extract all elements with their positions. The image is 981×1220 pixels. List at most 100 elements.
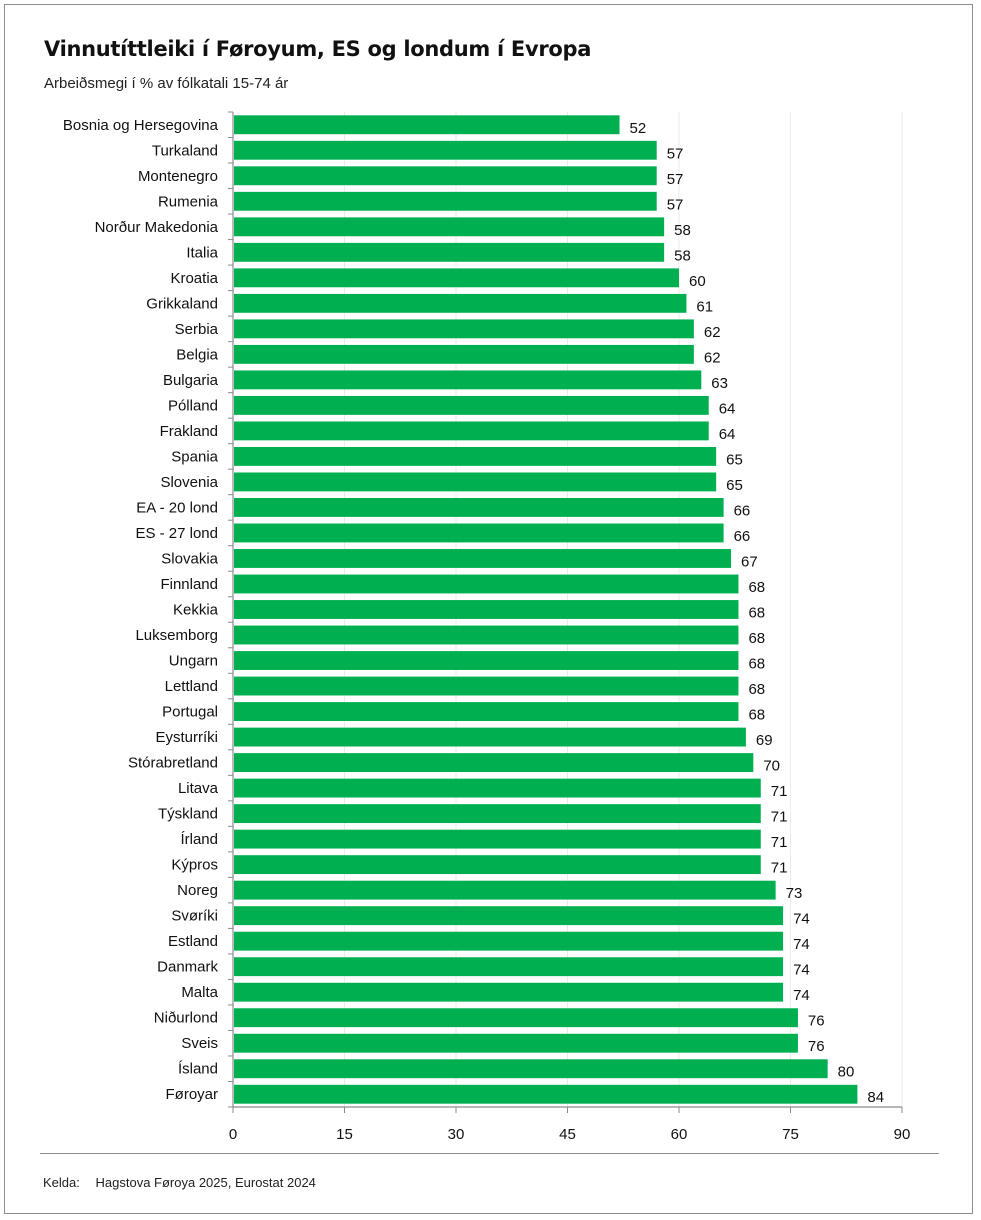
- bar: [234, 600, 739, 619]
- category-label: ES - 27 lond: [135, 525, 218, 542]
- data-label: 70: [763, 758, 780, 775]
- category-label: Kýpros: [171, 857, 218, 874]
- bar: [234, 523, 724, 543]
- data-label: 57: [667, 196, 684, 213]
- bar: [234, 242, 665, 262]
- bar: [234, 982, 784, 1002]
- category-label: Danmark: [157, 959, 218, 976]
- x-tick-label: 90: [894, 1126, 911, 1143]
- data-label: 74: [793, 962, 810, 979]
- bar: [234, 293, 687, 313]
- category-label: Estland: [168, 933, 218, 950]
- data-label: 71: [771, 809, 788, 826]
- bar: [234, 115, 620, 135]
- data-label: 68: [748, 605, 765, 622]
- data-label: 61: [696, 298, 713, 315]
- data-label: 63: [711, 375, 728, 392]
- category-label: Ungarn: [169, 653, 218, 670]
- data-label: 68: [748, 707, 765, 724]
- category-label: Slovakia: [161, 550, 218, 567]
- category-label: Luksemborg: [135, 627, 218, 644]
- bar: [234, 421, 709, 441]
- category-label: Frakland: [160, 423, 218, 440]
- category-label: Kroatia: [170, 270, 218, 287]
- category-label: Portugal: [162, 704, 218, 721]
- category-label: Svøríki: [171, 908, 218, 925]
- bar: [234, 140, 657, 160]
- category-label: Rumenia: [158, 193, 219, 210]
- bar: [234, 1059, 828, 1079]
- category-label: Bulgaria: [163, 372, 219, 389]
- category-label: Týskland: [158, 806, 218, 823]
- data-label: 57: [667, 145, 684, 162]
- category-labels: Bosnia og Hersegovina Turkaland Montenegro…: [63, 117, 219, 1103]
- data-label: 65: [726, 477, 743, 494]
- bar: [234, 753, 754, 773]
- category-label: Írland: [180, 831, 218, 848]
- data-label: 66: [734, 528, 751, 545]
- data-label: 80: [838, 1064, 855, 1081]
- bar: [234, 319, 694, 339]
- x-tick-label: 75: [782, 1126, 799, 1143]
- bar: [234, 191, 657, 211]
- x-tick-label: 15: [336, 1126, 353, 1143]
- category-label: Stórabretland: [128, 755, 218, 772]
- bar: [234, 370, 702, 390]
- value-labels: 52 57 57 57 58 58 60 61 62 62 63 64 64 65 65 66 66 67 68 68…: [630, 120, 885, 1106]
- bar: [234, 855, 761, 875]
- category-label: Niðurlond: [154, 1010, 218, 1027]
- bar: [234, 217, 665, 237]
- chart-subtitle: Arbeiðsmegi í % av fólkatali 15-74 ár: [44, 75, 289, 92]
- category-label: Eysturríki: [155, 729, 218, 746]
- bar: [234, 957, 784, 977]
- data-label: 69: [756, 732, 773, 749]
- bar: [234, 472, 717, 492]
- bar: [234, 676, 739, 696]
- source-key: Kelda:: [43, 1175, 80, 1190]
- category-label: Sveis: [181, 1035, 218, 1052]
- category-label: Malta: [181, 984, 218, 1001]
- category-label: Italia: [186, 244, 218, 261]
- bar: [234, 727, 746, 747]
- data-label: 64: [719, 426, 736, 443]
- x-axis-ticks: 0 15 30 45 60 75 90: [229, 1107, 911, 1143]
- category-label: Bosnia og Hersegovina: [63, 117, 219, 134]
- source-text: Hagstova Føroya 2025, Eurostat 2024: [95, 1175, 316, 1190]
- x-tick-label: 45: [559, 1126, 576, 1143]
- bar: [234, 344, 694, 364]
- bar: [234, 446, 717, 466]
- bar: [234, 931, 784, 951]
- category-label: Kekkia: [173, 602, 219, 619]
- x-tick-label: 30: [448, 1126, 465, 1143]
- data-label: 52: [630, 120, 647, 137]
- data-label: 62: [704, 349, 721, 366]
- category-label: Belgia: [176, 346, 218, 363]
- data-label: 65: [726, 451, 743, 468]
- category-label: EA - 20 lond: [136, 499, 218, 516]
- data-label: 68: [748, 579, 765, 596]
- data-label: 68: [748, 656, 765, 673]
- category-label: Lettland: [165, 678, 218, 695]
- x-tick-label: 0: [229, 1126, 237, 1143]
- category-label: Grikkaland: [146, 295, 218, 312]
- data-label: 58: [674, 222, 691, 239]
- data-label: 67: [741, 553, 758, 570]
- bar: [234, 906, 784, 926]
- data-label: 71: [771, 860, 788, 877]
- category-label: Finnland: [160, 576, 218, 593]
- bar: [234, 804, 761, 824]
- category-label: Serbia: [175, 321, 219, 338]
- category-label: Slovenia: [160, 474, 218, 491]
- category-label: Ísland: [178, 1061, 218, 1078]
- bar: [234, 498, 724, 517]
- bar: [234, 1033, 798, 1053]
- data-label: 58: [674, 247, 691, 264]
- bar: [234, 395, 709, 415]
- data-label: 68: [748, 681, 765, 698]
- category-label: Noreg: [177, 882, 218, 899]
- x-tick-label: 60: [671, 1126, 688, 1143]
- category-label: Norður Makedonia: [95, 219, 219, 236]
- data-label: 66: [734, 502, 751, 519]
- data-label: 74: [793, 936, 810, 953]
